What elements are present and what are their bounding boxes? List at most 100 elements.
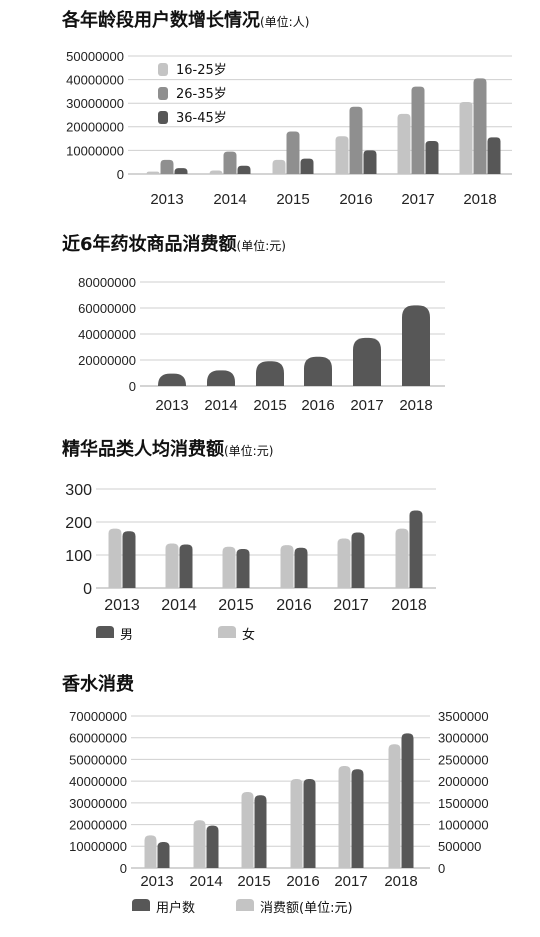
bar [272,159,286,174]
x-tick-label: 2015 [253,397,286,414]
y-tick-label: 0 [129,379,136,394]
y-tick-label: 100 [65,548,92,565]
bar [411,86,425,174]
chart-title: 香水消费 [61,673,134,695]
bar [165,543,179,588]
bar [108,528,122,588]
bar [144,835,157,868]
bar [209,170,223,174]
bar [337,538,351,588]
bar [351,769,364,868]
legend-swatch [236,899,254,911]
bar [280,545,294,588]
bar [237,165,251,174]
bar [223,151,237,174]
bar [409,510,423,588]
bar [236,549,250,588]
bar [487,137,501,174]
bar [425,140,439,174]
bar [241,792,254,868]
legend-swatch [158,63,168,76]
y-tick-label: 30000000 [66,96,124,111]
chart-title: 近6年药妆商品消费额(单位:元) [62,233,286,255]
x-tick-label: 2014 [189,873,222,890]
y-right-tick-label: 500000 [438,839,481,854]
bar [303,778,316,868]
y-tick-label: 20000000 [66,120,124,135]
x-tick-label: 2018 [384,873,417,890]
y-tick-label: 70000000 [69,709,127,724]
y-tick-label: 300 [65,482,92,499]
x-tick-label: 2017 [350,397,383,414]
x-tick-label: 2018 [463,191,496,208]
bar [254,795,267,868]
chart-1: 各年龄段用户数增长情况(单位:人) 50000000 40000000 3000000… [61,9,512,208]
x-tick-label: 2016 [301,397,334,414]
legend-swatch [158,87,168,100]
y-tick-label: 50000000 [69,752,127,767]
bar [222,546,236,588]
y-tick-label: 50000000 [66,49,124,64]
y-right-tick-label: 1500000 [438,796,489,811]
bar [300,158,314,174]
x-tick-label: 2016 [286,873,319,890]
bar [363,150,377,174]
y-tick-label: 80000000 [78,275,136,290]
legend-label: 女 [242,627,255,643]
bar [402,305,430,386]
y-tick-label: 0 [117,167,124,182]
y-tick-label: 0 [120,861,127,876]
bar [193,820,206,868]
bar [473,78,487,174]
chart-2: 近6年药妆商品消费额(单位:元) 80000000 60000000 40000000… [62,233,445,414]
legend-swatch [158,111,168,124]
x-tick-label: 2014 [161,597,197,614]
y-tick-label: 40000000 [69,774,127,789]
bar [286,131,300,174]
y-tick-label: 60000000 [78,301,136,316]
bar [459,102,473,174]
bar [160,159,174,174]
legend-label: 男 [120,628,133,643]
x-tick-label: 2016 [276,597,312,614]
x-tick-label: 2013 [104,597,140,614]
x-tick-label: 2014 [213,191,246,208]
y-tick-label: 40000000 [66,73,124,88]
legend-swatch [218,626,236,638]
y-right-tick-label: 2500000 [438,752,489,767]
y-right-tick-label: 1000000 [438,818,489,833]
x-tick-label: 2017 [334,873,367,890]
x-tick-label: 2017 [401,191,434,208]
y-tick-label: 0 [83,581,92,598]
bar [294,547,308,588]
x-tick-label: 2015 [237,873,270,890]
bar [290,778,303,868]
y-tick-label: 20000000 [69,818,127,833]
bar [122,531,136,588]
y-tick-label: 40000000 [78,327,136,342]
chart-title: 精华品类人均消费额(单位:元) [62,438,273,460]
bar [335,136,349,174]
chart-3: 精华品类人均消费额(单位:元) 300 200 100 0 2013 2014 2015 201… [62,438,436,643]
bar [401,733,414,868]
x-tick-label: 2018 [399,397,432,414]
bar [146,171,160,174]
bar [388,744,401,868]
y-tick-label: 20000000 [78,353,136,368]
legend-label: 16-25岁 [176,63,227,78]
x-tick-label: 2015 [276,191,309,208]
bar [206,825,219,868]
bar [179,544,193,588]
chart-title: 各年龄段用户数增长情况(单位:人) [61,9,309,31]
legend-swatch [96,626,114,638]
bar [351,532,365,588]
bar [158,373,186,386]
x-tick-label: 2016 [339,191,372,208]
bar [338,765,351,868]
bar [174,168,188,174]
y-tick-label: 30000000 [69,796,127,811]
y-tick-label: 200 [65,515,92,532]
y-right-tick-label: 0 [438,861,445,876]
y-tick-label: 60000000 [69,731,127,746]
